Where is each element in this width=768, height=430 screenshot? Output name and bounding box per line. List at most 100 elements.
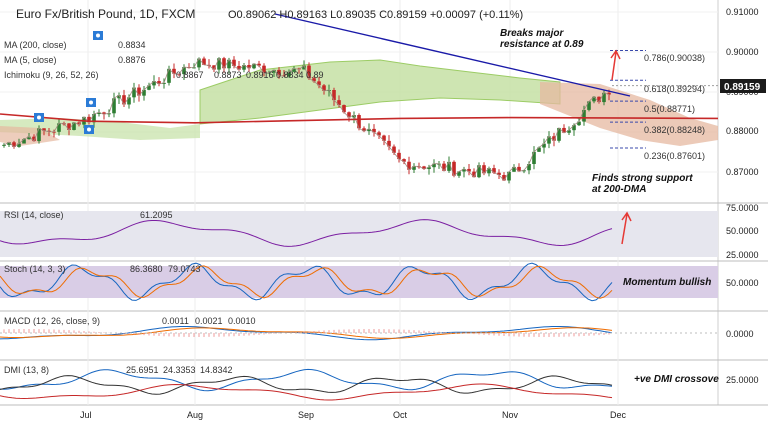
candle-body: [67, 123, 71, 130]
price-tick-5: 0.87000: [726, 167, 759, 177]
candle-body: [32, 136, 36, 142]
time-tick-oct: Oct: [393, 410, 408, 420]
candle-body: [567, 130, 571, 133]
candle-body: [542, 143, 546, 148]
candle-body: [12, 142, 16, 147]
candle-body: [157, 81, 161, 84]
eye-icon[interactable]: [84, 125, 94, 134]
candle-body: [562, 127, 566, 133]
candle-body: [367, 128, 371, 132]
time-tick-jul: Jul: [80, 410, 92, 420]
candle-body: [122, 95, 126, 105]
candle-body: [527, 163, 531, 171]
candle-body: [2, 144, 6, 146]
ma5-label: MA (5, close): [4, 55, 57, 65]
price-lines: [0, 13, 719, 182]
candle-body: [252, 63, 256, 69]
eye-icon[interactable]: [34, 113, 44, 122]
macd-label: MACD (12, 26, close, 9): [4, 316, 100, 326]
time-tick-nov: Nov: [502, 410, 519, 420]
candle-body: [382, 135, 386, 141]
dmi-adx-value: 14.8342: [200, 365, 233, 375]
time-tick-dec: Dec: [610, 410, 627, 420]
macd-tick-0: 0.0000: [726, 329, 754, 339]
chart-title: Euro Fx/British Pound, 1D, FXCM: [16, 7, 195, 21]
ichimoku-value-5: 0.89: [306, 70, 324, 80]
ma5-value: 0.8876: [118, 55, 146, 65]
candle-body: [482, 165, 486, 174]
candle-body: [507, 171, 511, 181]
ichimoku-cloud: [0, 59, 718, 146]
candle-body: [587, 101, 591, 110]
macd-line-value: 0.0021: [195, 316, 223, 326]
candle-body: [242, 65, 246, 70]
candle-body: [397, 152, 401, 160]
ichimoku-label: Ichimoku (9, 26, 52, 26): [4, 70, 99, 80]
candle-body: [247, 65, 251, 69]
dmi-label: DMI (13, 8): [4, 365, 49, 375]
candle-body: [572, 125, 576, 131]
candle-body: [17, 143, 21, 147]
cloud-bearish: [540, 82, 718, 146]
candle-body: [537, 147, 541, 152]
fib-label-618: 0.618(0.89294): [644, 84, 705, 94]
ma5-line: [3, 57, 610, 182]
candle-body: [197, 58, 201, 68]
candle-body: [107, 113, 111, 115]
stoch-tick-50: 50.0000: [726, 278, 759, 288]
macd-signal-value: 0.0010: [228, 316, 256, 326]
candle-body: [497, 172, 501, 176]
candle-body: [457, 171, 461, 176]
candle-body: [602, 92, 606, 103]
macd-hist-value: 0.0011: [162, 316, 189, 326]
candle-body: [547, 136, 551, 144]
candle-body: [172, 68, 176, 74]
candle-body: [402, 159, 406, 162]
candle-body: [92, 114, 96, 123]
ma200-line: [0, 113, 719, 124]
candle-body: [352, 115, 356, 118]
candle-body: [467, 168, 471, 172]
candle-body: [37, 128, 41, 142]
dmi-minus-line: [0, 375, 613, 395]
candle-body: [392, 146, 396, 153]
ichimoku-value-1: 0.8867: [176, 70, 204, 80]
dmi-plus-line: [0, 368, 613, 392]
candle-body: [152, 81, 156, 86]
resistance-annotation-line2: resistance at 0.89: [500, 39, 584, 50]
dmi-annotation: +ve DMI crossove: [634, 374, 719, 385]
up-arrow-icon: [610, 49, 621, 81]
rsi-tick-50: 50.0000: [726, 226, 759, 236]
candle-body: [317, 81, 321, 86]
candle-body: [292, 68, 296, 72]
rsi-label: RSI (14, close): [4, 210, 64, 220]
candle-body: [412, 166, 416, 170]
eye-icon[interactable]: [86, 98, 96, 107]
candle-body: [182, 67, 186, 75]
candle-body: [227, 59, 231, 69]
stoch-d-value: 79.0743: [168, 264, 201, 274]
candle-body: [72, 122, 76, 130]
eye-icon[interactable]: [93, 31, 103, 40]
stoch-k-value: 86.3680: [130, 264, 163, 274]
candle-body: [582, 109, 586, 122]
rsi-tick-75: 75.0000: [726, 203, 759, 213]
fib-label-786: 0.786(0.90038): [644, 53, 705, 63]
candles: [2, 56, 611, 184]
candle-body: [162, 82, 166, 84]
candle-body: [192, 67, 196, 69]
candle-body: [442, 163, 446, 171]
dmi-tick-25: 25.0000: [726, 375, 759, 385]
candle-body: [77, 122, 81, 125]
candle-body: [22, 139, 26, 144]
candle-body: [27, 136, 31, 140]
ma200-value: 0.8834: [118, 40, 146, 50]
dmi-adx-line: [0, 383, 613, 401]
fib-label-500: 0.5(0.88771): [644, 104, 695, 114]
candle-body: [217, 58, 221, 70]
candle-body: [57, 123, 61, 132]
stoch-band: [0, 266, 718, 298]
fib-label-236: 0.236(0.87601): [644, 151, 705, 161]
candle-body: [87, 116, 91, 123]
